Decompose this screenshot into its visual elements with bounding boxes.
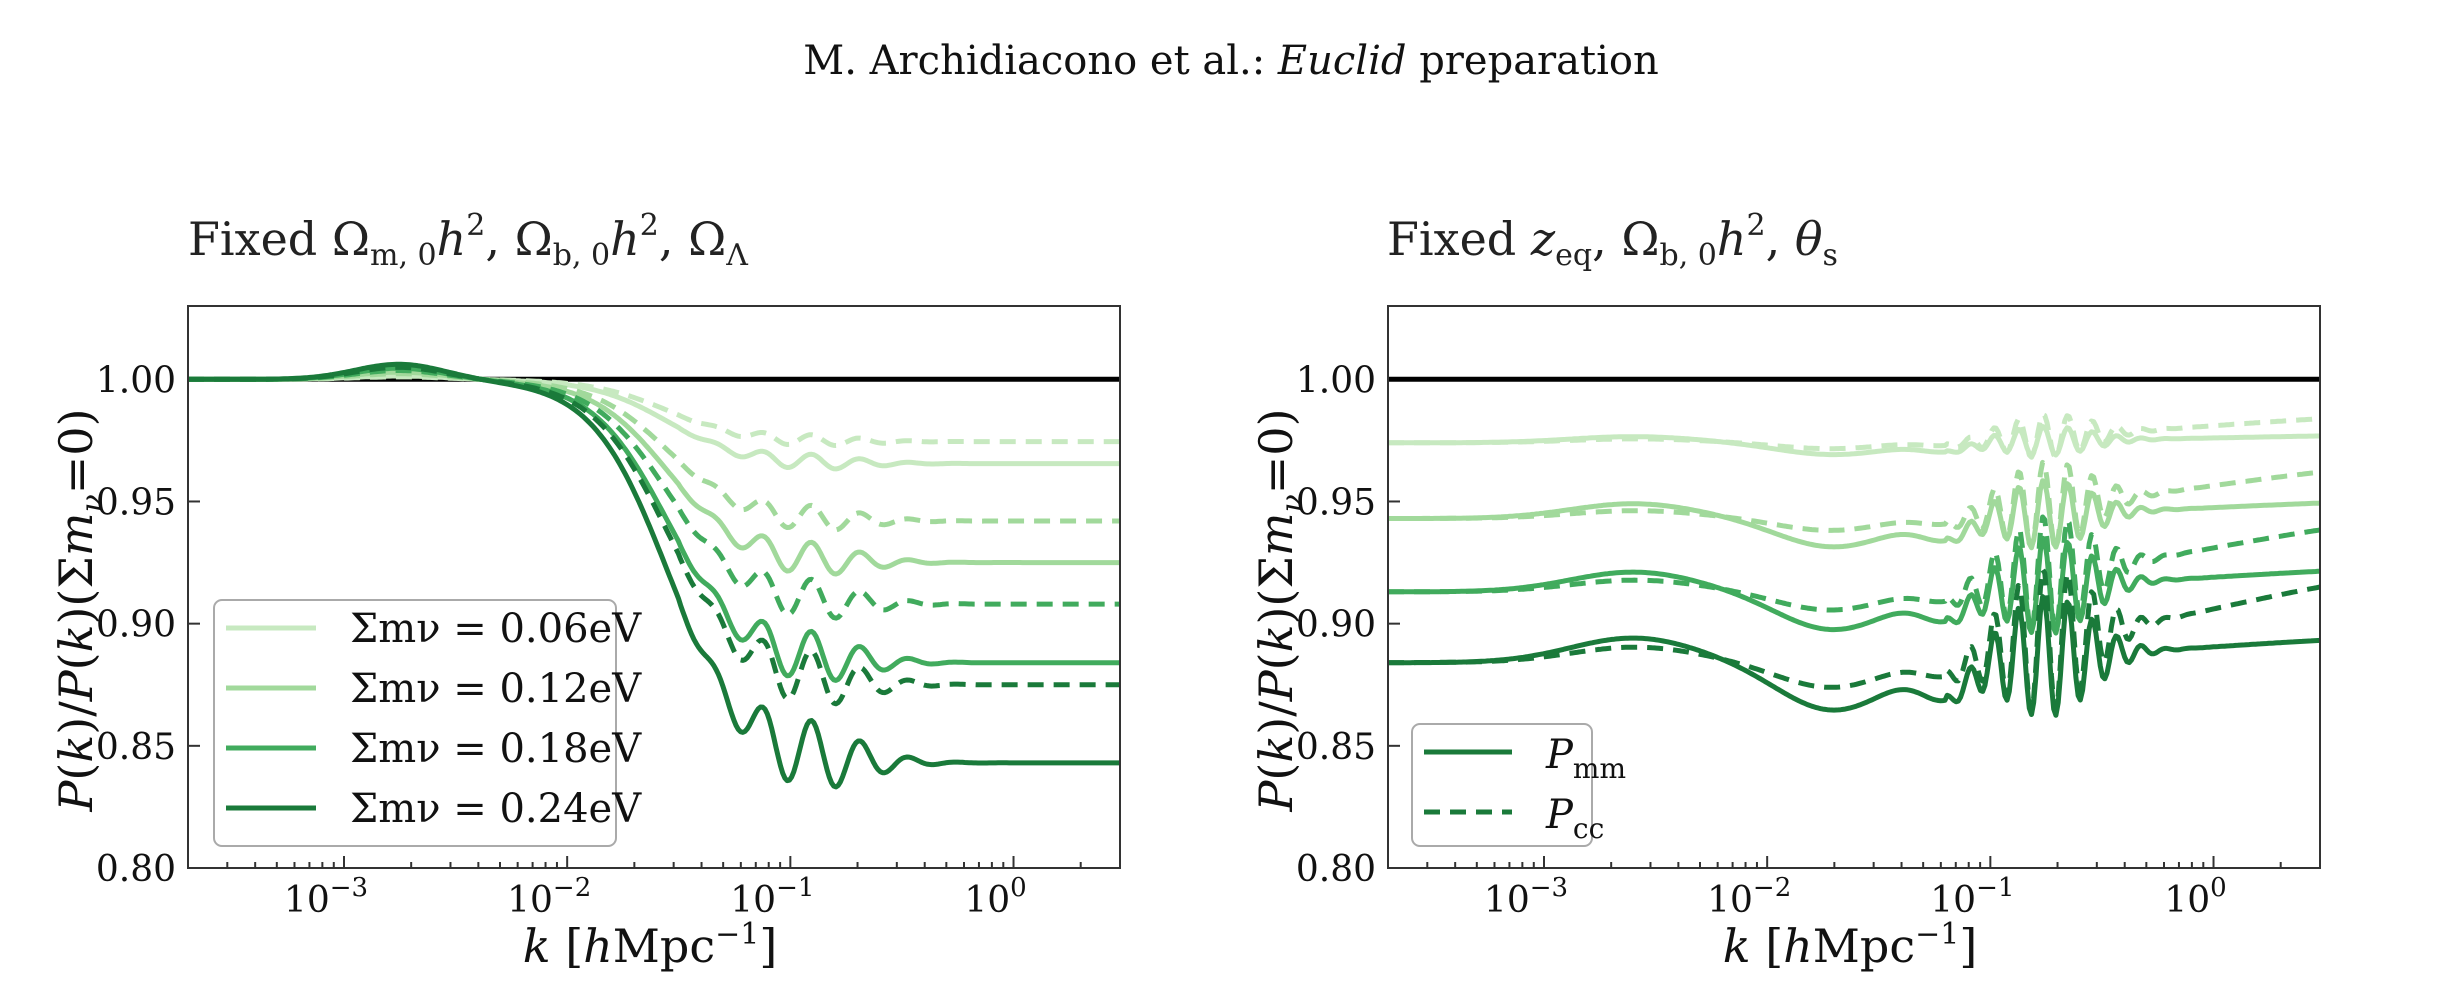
page-header: M. Archidiacono et al.: Euclid preparati… — [0, 38, 2462, 84]
svg-text:Fixed Ωm, 0h2, Ωb, 0h2, ΩΛ: Fixed Ωm, 0h2, Ωb, 0h2, ΩΛ — [188, 208, 748, 273]
y-tick-label: 0.80 — [1296, 849, 1376, 890]
series-line — [1387, 535, 2321, 636]
series-line — [187, 369, 1121, 577]
y-axis-label: P(k)/P(k)(Σmν=0) — [49, 408, 110, 812]
series-line — [187, 374, 1121, 448]
header-authors: M. Archidiacono et al.: — [803, 38, 1266, 84]
legend-entry: Σmν = 0.12eV — [226, 666, 642, 712]
svg-text:P(k)/P(k)(Σmν=0): P(k)/P(k)(Σmν=0) — [49, 408, 110, 812]
svg-text:k [hMpc−1]: k [hMpc−1] — [523, 917, 778, 973]
y-axis-label: P(k)/P(k)(Σmν=0) — [1249, 408, 1310, 812]
legend-label: Σmν = 0.12eV — [350, 666, 642, 712]
x-axis-label: k [hMpc−1] — [523, 917, 778, 973]
legend-label: Σmν = 0.18eV — [350, 726, 642, 772]
legend-label: Σmν = 0.24eV — [350, 786, 642, 832]
y-tick-label: 1.00 — [96, 360, 176, 401]
series-line — [187, 365, 1121, 683]
x-tick-label: 10−3 — [284, 873, 368, 921]
series-line — [187, 364, 1121, 707]
series-line — [1387, 478, 2321, 550]
curves — [1387, 376, 2321, 718]
x-tick-label: 10−1 — [1930, 873, 2014, 921]
y-tick-label: 0.90 — [1296, 605, 1376, 646]
legend-label: Pmm — [1545, 732, 1626, 785]
svg-text:k [hMpc−1]: k [hMpc−1] — [1723, 917, 1978, 973]
series-line — [1387, 412, 2321, 460]
series-line — [187, 371, 1121, 533]
legend: Pmm Pcc — [1411, 723, 1626, 847]
x-tick-label: 10−2 — [1707, 873, 1791, 921]
series-line — [1387, 594, 2321, 718]
legend-entry: Σmν = 0.06eV — [226, 606, 642, 652]
series-line — [1387, 459, 2321, 551]
plot-frame — [1387, 305, 2321, 869]
y-tick-label: 0.85 — [1296, 727, 1376, 768]
x-tick-label: 100 — [964, 873, 1026, 921]
x-tick-label: 100 — [2164, 873, 2226, 921]
legend: Σmν = 0.06eV Σmν = 0.12eV Σmν = 0.18eV Σ… — [213, 599, 642, 847]
legend-label: Σmν = 0.06eV — [350, 606, 642, 652]
y-tick-label: 0.85 — [96, 727, 176, 768]
series-line — [1387, 514, 2321, 634]
x-axis-label: k [hMpc−1] — [1723, 917, 1978, 973]
x-tick-label: 10−2 — [507, 873, 591, 921]
chart-title: Fixed Ωm, 0h2, Ωb, 0h2, ΩΛ — [188, 208, 748, 273]
legend-entry: Pmm — [1424, 732, 1626, 785]
axis-ticks: 10−3 10−2 10−1 100 0.80 0.85 0.90 0.95 1.00 — [96, 360, 1121, 921]
curves — [187, 361, 1121, 790]
x-tick-label: 10−3 — [1484, 873, 1568, 921]
chart-title: Fixed zeq, Ωb, 0h2, θs — [1387, 208, 1838, 273]
y-tick-label: 0.95 — [96, 482, 176, 523]
x-tick-label: 10−1 — [730, 873, 814, 921]
svg-text:Fixed zeq, Ωb, 0h2, θs: Fixed zeq, Ωb, 0h2, θs — [1387, 208, 1838, 273]
legend-box — [1411, 723, 1593, 847]
axis-ticks: 10−3 10−2 10−1 100 0.80 0.85 0.90 0.95 1.00 — [1296, 360, 2321, 921]
y-tick-label: 1.00 — [1296, 360, 1376, 401]
legend-entry: Σmν = 0.24eV — [226, 786, 642, 832]
legend-box — [213, 599, 617, 847]
y-tick-label: 0.95 — [1296, 482, 1376, 523]
legend-entry: Pcc — [1424, 792, 1604, 845]
legend-label: Pcc — [1545, 792, 1604, 845]
series-line — [1387, 567, 2321, 715]
y-tick-label: 0.80 — [96, 849, 176, 890]
plot-frame — [187, 305, 1121, 869]
header-rest: preparation — [1419, 38, 1659, 84]
legend-entry: Σmν = 0.18eV — [226, 726, 642, 772]
series-line — [1387, 424, 2321, 458]
y-tick-label: 0.90 — [96, 605, 176, 646]
series-line — [187, 361, 1121, 790]
svg-text:P(k)/P(k)(Σmν=0): P(k)/P(k)(Σmν=0) — [1249, 408, 1310, 812]
series-line — [187, 373, 1121, 472]
header-journal: Euclid — [1277, 38, 1407, 84]
series-line — [187, 368, 1121, 621]
